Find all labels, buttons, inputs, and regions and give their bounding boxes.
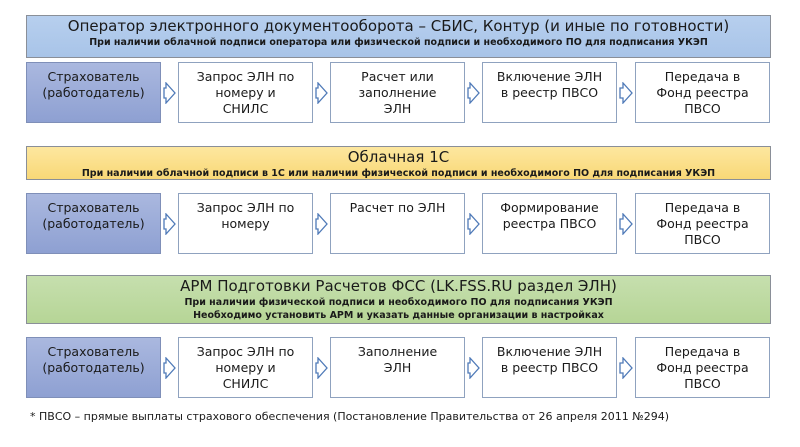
flow-arrow-icon bbox=[163, 356, 176, 379]
section-title: АРМ Подготовки Расчетов ФСС (LK.FSS.RU р… bbox=[180, 277, 617, 295]
step-text-line: Заполнение bbox=[357, 344, 438, 359]
step-text-line: ЭЛН bbox=[383, 101, 412, 116]
step-text-line: Передача в bbox=[664, 69, 741, 84]
flow-arrow-icon bbox=[467, 81, 480, 104]
step-text-line: в реестр ПВСО bbox=[500, 360, 599, 375]
step-text-line: номеру и bbox=[215, 85, 276, 100]
step-text-line: Запрос ЭЛН по bbox=[196, 69, 295, 84]
step-text-line: номеру и bbox=[215, 360, 276, 375]
process-step-box: Передача в Фонд реестра ПВСО bbox=[635, 193, 770, 254]
flow-arrow-icon bbox=[315, 212, 328, 235]
step-text-line: Формирование bbox=[500, 200, 599, 215]
flow-arrow-icon bbox=[619, 212, 633, 235]
policyholder-box: Страхователь (работодатель) bbox=[26, 62, 161, 123]
step-text-line: номеру bbox=[221, 216, 270, 231]
flow-arrow-icon bbox=[467, 356, 480, 379]
process-step-box: Запрос ЭЛН по номеру и СНИЛС bbox=[178, 337, 313, 398]
step-text-line: Запрос ЭЛН по bbox=[196, 344, 295, 359]
flow-arrow-icon bbox=[163, 212, 176, 235]
footnote: * ПВСО – прямые выплаты страхового обесп… bbox=[30, 410, 670, 423]
step-text-line: Страхователь bbox=[47, 344, 140, 359]
step-text-line: Запрос ЭЛН по bbox=[196, 200, 295, 215]
process-step-box: Запрос ЭЛН по номеру и СНИЛС bbox=[178, 62, 313, 123]
step-text-line: Фонд реестра bbox=[656, 85, 749, 100]
flow-arrow-icon bbox=[467, 212, 480, 235]
step-text-line: Фонд реестра bbox=[656, 216, 749, 231]
flow-arrow-icon bbox=[163, 81, 176, 104]
flow-arrow-icon bbox=[315, 356, 328, 379]
step-text-line: в реестр ПВСО bbox=[500, 85, 599, 100]
process-step-box: Заполнение ЭЛН bbox=[330, 337, 465, 398]
step-text-line: Передача в bbox=[664, 344, 741, 359]
step-text-line: (работодатель) bbox=[42, 360, 145, 375]
step-text-line: Включение ЭЛН bbox=[496, 69, 603, 84]
flow-arrow-icon bbox=[619, 81, 633, 104]
step-text-line: ПВСО bbox=[684, 232, 721, 247]
process-step-box: Формирование реестра ПВСО bbox=[482, 193, 617, 254]
process-step-box: Включение ЭЛН в реестр ПВСО bbox=[482, 62, 617, 123]
step-text-line: Фонд реестра bbox=[656, 360, 749, 375]
step-text-line: (работодатель) bbox=[42, 85, 145, 100]
section-header-edo-operator: Оператор электронного документооборота –… bbox=[26, 15, 771, 58]
section-title: Облачная 1С bbox=[347, 148, 450, 166]
step-text-line: СНИЛС bbox=[222, 376, 269, 391]
section-condition: При наличии физической подписи и необход… bbox=[184, 297, 613, 308]
step-text-line: Расчет или bbox=[361, 69, 434, 84]
process-step-box: Расчет по ЭЛН bbox=[330, 193, 465, 254]
step-text-line: (работодатель) bbox=[42, 216, 145, 231]
step-text-line: Страхователь bbox=[47, 200, 140, 215]
step-text-line: ЭЛН bbox=[383, 360, 412, 375]
step-text-line: Передача в bbox=[664, 200, 741, 215]
step-text-line: ПВСО bbox=[684, 376, 721, 391]
section-condition: При наличии облачной подписи оператора и… bbox=[89, 37, 708, 48]
process-step-box: Включение ЭЛН в реестр ПВСО bbox=[482, 337, 617, 398]
section-header-cloud-1c: Облачная 1С При наличии облачной подписи … bbox=[26, 146, 771, 180]
process-step-box: Передача в Фонд реестра ПВСО bbox=[635, 337, 770, 398]
policyholder-box: Страхователь (работодатель) bbox=[26, 193, 161, 254]
step-text-line: СНИЛС bbox=[222, 101, 269, 116]
step-text-line: Страхователь bbox=[47, 69, 140, 84]
flow-arrow-icon bbox=[315, 81, 328, 104]
step-text-line: Включение ЭЛН bbox=[496, 344, 603, 359]
step-text-line: Расчет по ЭЛН bbox=[349, 200, 446, 215]
step-text-line: заполнение bbox=[358, 85, 437, 100]
section-title: Оператор электронного документооборота –… bbox=[67, 17, 730, 35]
section-condition: Необходимо установить АРМ и указать данн… bbox=[193, 310, 604, 321]
process-step-box: Запрос ЭЛН по номеру bbox=[178, 193, 313, 254]
section-header-arm-fss: АРМ Подготовки Расчетов ФСС (LK.FSS.RU р… bbox=[26, 275, 771, 324]
process-step-box: Расчет или заполнение ЭЛН bbox=[330, 62, 465, 123]
step-text-line: реестра ПВСО bbox=[502, 216, 597, 231]
step-text-line: ПВСО bbox=[684, 101, 721, 116]
policyholder-box: Страхователь (работодатель) bbox=[26, 337, 161, 398]
process-step-box: Передача в Фонд реестра ПВСО bbox=[635, 62, 770, 123]
flow-arrow-icon bbox=[619, 356, 633, 379]
section-condition: При наличии облачной подписи в 1С или на… bbox=[81, 168, 716, 179]
